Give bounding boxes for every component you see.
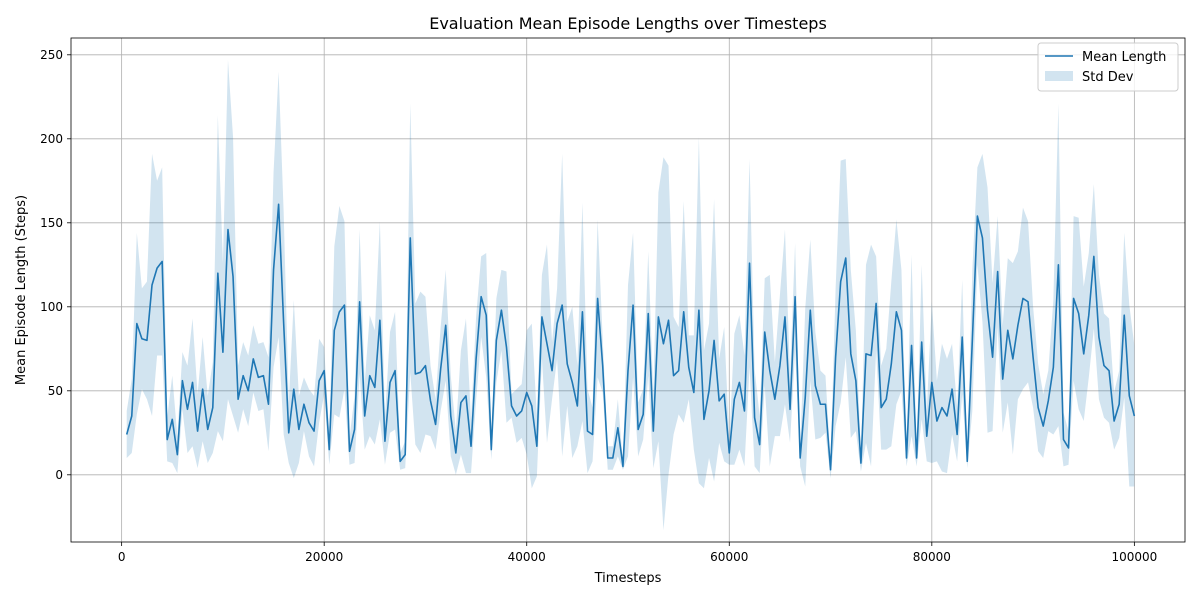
y-tick-label: 150 [40, 216, 63, 230]
chart-title: Evaluation Mean Episode Lengths over Tim… [429, 14, 827, 33]
gridlines [71, 38, 1185, 542]
x-tick-label: 80000 [913, 550, 951, 564]
legend-label-mean-length: Mean Length [1082, 50, 1166, 65]
legend-box [1037, 42, 1179, 92]
mean-length-line [125, 203, 1136, 471]
x-tick-label: 20000 [305, 550, 343, 564]
y-tick-label: 0 [55, 468, 63, 482]
plot-area [71, 38, 1185, 542]
x-tick-label: 0 [118, 550, 126, 564]
y-tick-label: 200 [40, 132, 63, 146]
x-tick-label: 60000 [710, 550, 748, 564]
x-tick-label: 40000 [508, 550, 546, 564]
legend-label-std-dev: Std Dev [1082, 70, 1134, 85]
y-tick-label: 250 [40, 48, 63, 62]
legend-band-swatch [1045, 71, 1073, 81]
y-axis-ticks: 0 50 100 150 200 250 [40, 48, 71, 482]
y-tick-label: 50 [48, 384, 63, 398]
std-dev-band [126, 59, 1135, 531]
x-tick-label: 100000 [1111, 550, 1157, 564]
std-dev-band-layer [126, 59, 1135, 531]
mean-length-line-layer [125, 203, 1136, 471]
y-axis-label: Mean Episode Length (Steps) [14, 195, 29, 385]
plot-frame [70, 37, 1186, 543]
x-axis-label: Timesteps [594, 571, 662, 586]
y-tick-label: 100 [40, 300, 63, 314]
legend: Mean Length Std Dev [1037, 42, 1179, 92]
x-axis-ticks: 0 20000 40000 60000 80000 100000 [118, 542, 1157, 564]
